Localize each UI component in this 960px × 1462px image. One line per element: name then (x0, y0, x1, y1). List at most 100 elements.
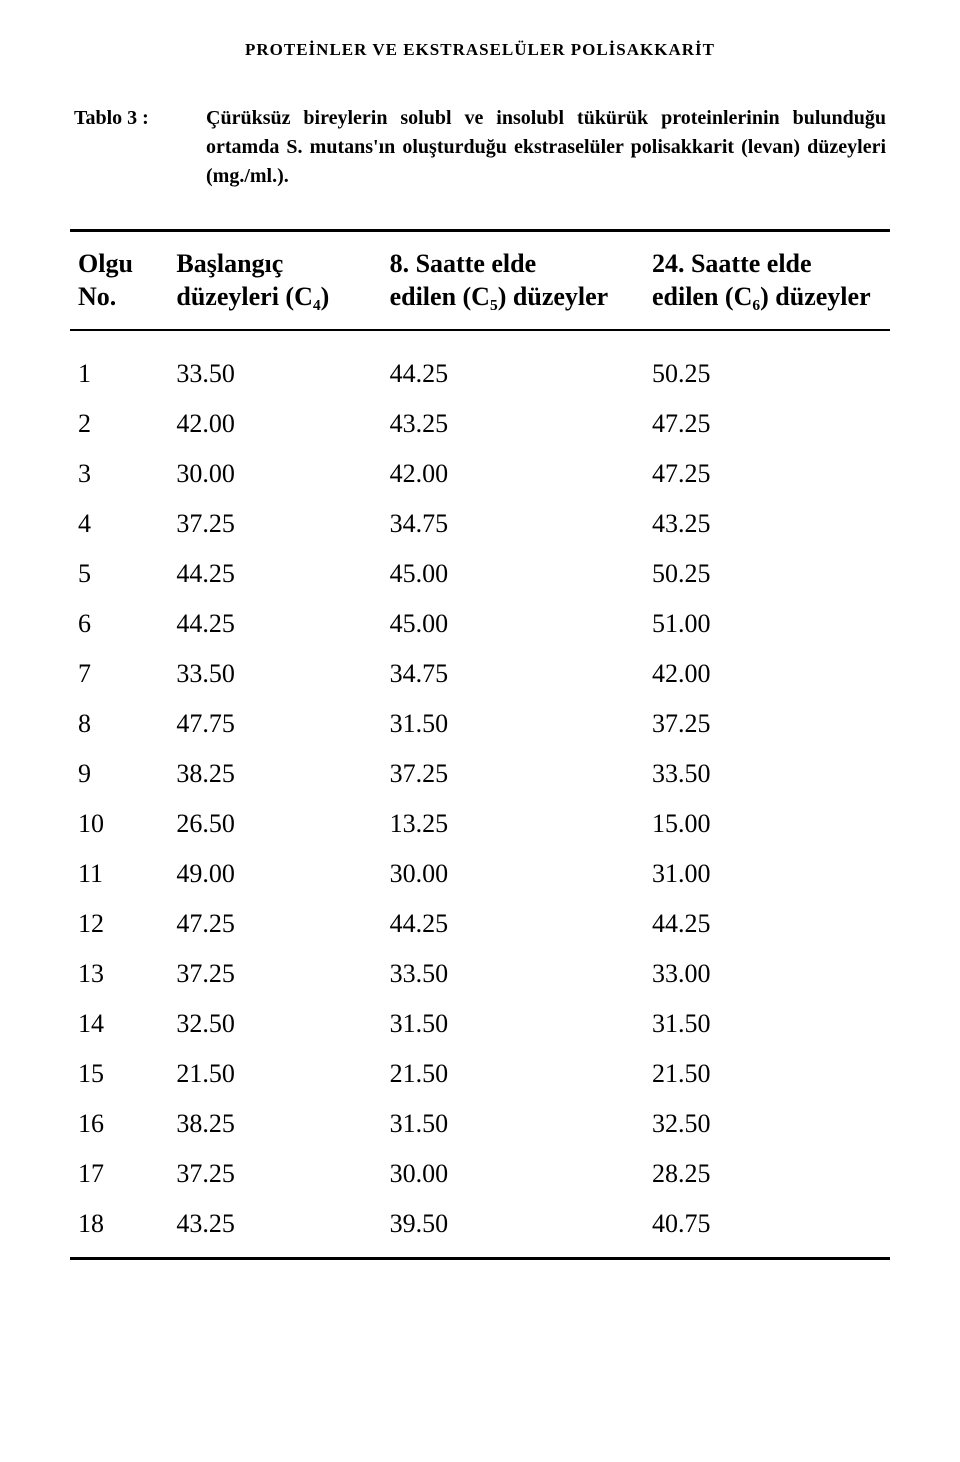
cell-olgu-no: 9 (70, 749, 168, 799)
table-row: 1337.2533.5033.00 (70, 949, 890, 999)
cell-c5: 13.25 (382, 799, 644, 849)
cell-c4: 32.50 (168, 999, 381, 1049)
cell-olgu-no: 2 (70, 399, 168, 449)
cell-c5: 37.25 (382, 749, 644, 799)
cell-olgu-no: 16 (70, 1099, 168, 1149)
cell-olgu-no: 6 (70, 599, 168, 649)
cell-olgu-no: 18 (70, 1199, 168, 1259)
cell-olgu-no: 5 (70, 549, 168, 599)
data-table: OlguNo. Başlangıçdüzeyleri (C₄) 8. Saatt… (70, 229, 890, 1260)
table-row: 133.5044.2550.25 (70, 330, 890, 399)
cell-c4: 44.25 (168, 599, 381, 649)
cell-c5: 45.00 (382, 599, 644, 649)
cell-c4: 47.25 (168, 899, 381, 949)
column-header-text: 24. Saatte eldeedilen (C₆) düzeyler (652, 249, 871, 311)
cell-olgu-no: 3 (70, 449, 168, 499)
cell-olgu-no: 14 (70, 999, 168, 1049)
table-row: 1638.2531.5032.50 (70, 1099, 890, 1149)
table-row: 1247.2544.2544.25 (70, 899, 890, 949)
table-row: 847.7531.5037.25 (70, 699, 890, 749)
cell-c6: 50.25 (644, 549, 890, 599)
cell-c5: 21.50 (382, 1049, 644, 1099)
table-row: 1432.5031.5031.50 (70, 999, 890, 1049)
cell-c6: 51.00 (644, 599, 890, 649)
table-row: 1521.5021.5021.50 (70, 1049, 890, 1099)
cell-olgu-no: 13 (70, 949, 168, 999)
cell-olgu-no: 1 (70, 330, 168, 399)
table-caption-label: Tablo 3 : (74, 104, 206, 133)
cell-c4: 44.25 (168, 549, 381, 599)
cell-c6: 43.25 (644, 499, 890, 549)
cell-c5: 31.50 (382, 999, 644, 1049)
cell-c4: 33.50 (168, 649, 381, 699)
column-header-8saat: 8. Saatte eldeedilen (C₅) düzeyler (382, 231, 644, 331)
cell-c6: 47.25 (644, 449, 890, 499)
cell-olgu-no: 4 (70, 499, 168, 549)
table-row: 733.5034.7542.00 (70, 649, 890, 699)
running-title: PROTEİNLER VE EKSTRASELÜLER POLİSAKKARİT (70, 40, 890, 60)
cell-c4: 49.00 (168, 849, 381, 899)
cell-olgu-no: 17 (70, 1149, 168, 1199)
cell-c5: 45.00 (382, 549, 644, 599)
column-header-olgu-no: OlguNo. (70, 231, 168, 331)
cell-c5: 34.75 (382, 649, 644, 699)
table-row: 544.2545.0050.25 (70, 549, 890, 599)
cell-c6: 47.25 (644, 399, 890, 449)
cell-c5: 30.00 (382, 1149, 644, 1199)
table-row: 1843.2539.5040.75 (70, 1199, 890, 1259)
column-header-text: 8. Saatte eldeedilen (C₅) düzeyler (390, 249, 609, 311)
cell-c5: 30.00 (382, 849, 644, 899)
table-row: 1026.5013.2515.00 (70, 799, 890, 849)
column-header-baslangic: Başlangıçdüzeyleri (C₄) (168, 231, 381, 331)
cell-c4: 37.25 (168, 949, 381, 999)
cell-c6: 50.25 (644, 330, 890, 399)
cell-c4: 26.50 (168, 799, 381, 849)
table-caption-text: Çürüksüz bireylerin solubl ve insolubl t… (206, 104, 886, 191)
cell-c4: 38.25 (168, 1099, 381, 1149)
cell-c6: 40.75 (644, 1199, 890, 1259)
cell-c5: 43.25 (382, 399, 644, 449)
cell-c5: 31.50 (382, 1099, 644, 1149)
cell-olgu-no: 10 (70, 799, 168, 849)
cell-c5: 44.25 (382, 330, 644, 399)
table-row: 1149.0030.0031.00 (70, 849, 890, 899)
table-head: OlguNo. Başlangıçdüzeyleri (C₄) 8. Saatt… (70, 231, 890, 331)
cell-c4: 43.25 (168, 1199, 381, 1259)
cell-c5: 33.50 (382, 949, 644, 999)
cell-c5: 42.00 (382, 449, 644, 499)
page: PROTEİNLER VE EKSTRASELÜLER POLİSAKKARİT… (0, 0, 960, 1300)
cell-c6: 32.50 (644, 1099, 890, 1149)
cell-c4: 30.00 (168, 449, 381, 499)
cell-olgu-no: 7 (70, 649, 168, 699)
cell-olgu-no: 8 (70, 699, 168, 749)
cell-c5: 44.25 (382, 899, 644, 949)
cell-c6: 21.50 (644, 1049, 890, 1099)
cell-c4: 37.25 (168, 499, 381, 549)
cell-c6: 31.00 (644, 849, 890, 899)
table-caption: Tablo 3 : Çürüksüz bireylerin solubl ve … (70, 104, 890, 191)
column-header-text: Başlangıçdüzeyleri (C₄) (176, 249, 329, 311)
cell-c5: 34.75 (382, 499, 644, 549)
cell-c6: 33.50 (644, 749, 890, 799)
cell-c4: 21.50 (168, 1049, 381, 1099)
table-row: 242.0043.2547.25 (70, 399, 890, 449)
cell-c6: 28.25 (644, 1149, 890, 1199)
table-row: 1737.2530.0028.25 (70, 1149, 890, 1199)
cell-olgu-no: 12 (70, 899, 168, 949)
cell-c4: 38.25 (168, 749, 381, 799)
cell-c4: 37.25 (168, 1149, 381, 1199)
cell-olgu-no: 15 (70, 1049, 168, 1099)
cell-c4: 33.50 (168, 330, 381, 399)
cell-c5: 31.50 (382, 699, 644, 749)
column-header-24saat: 24. Saatte eldeedilen (C₆) düzeyler (644, 231, 890, 331)
cell-c6: 33.00 (644, 949, 890, 999)
cell-c6: 15.00 (644, 799, 890, 849)
cell-c6: 44.25 (644, 899, 890, 949)
cell-c4: 47.75 (168, 699, 381, 749)
cell-c6: 42.00 (644, 649, 890, 699)
table-row: 330.0042.0047.25 (70, 449, 890, 499)
column-header-text: OlguNo. (78, 249, 133, 311)
cell-c5: 39.50 (382, 1199, 644, 1259)
cell-olgu-no: 11 (70, 849, 168, 899)
cell-c4: 42.00 (168, 399, 381, 449)
